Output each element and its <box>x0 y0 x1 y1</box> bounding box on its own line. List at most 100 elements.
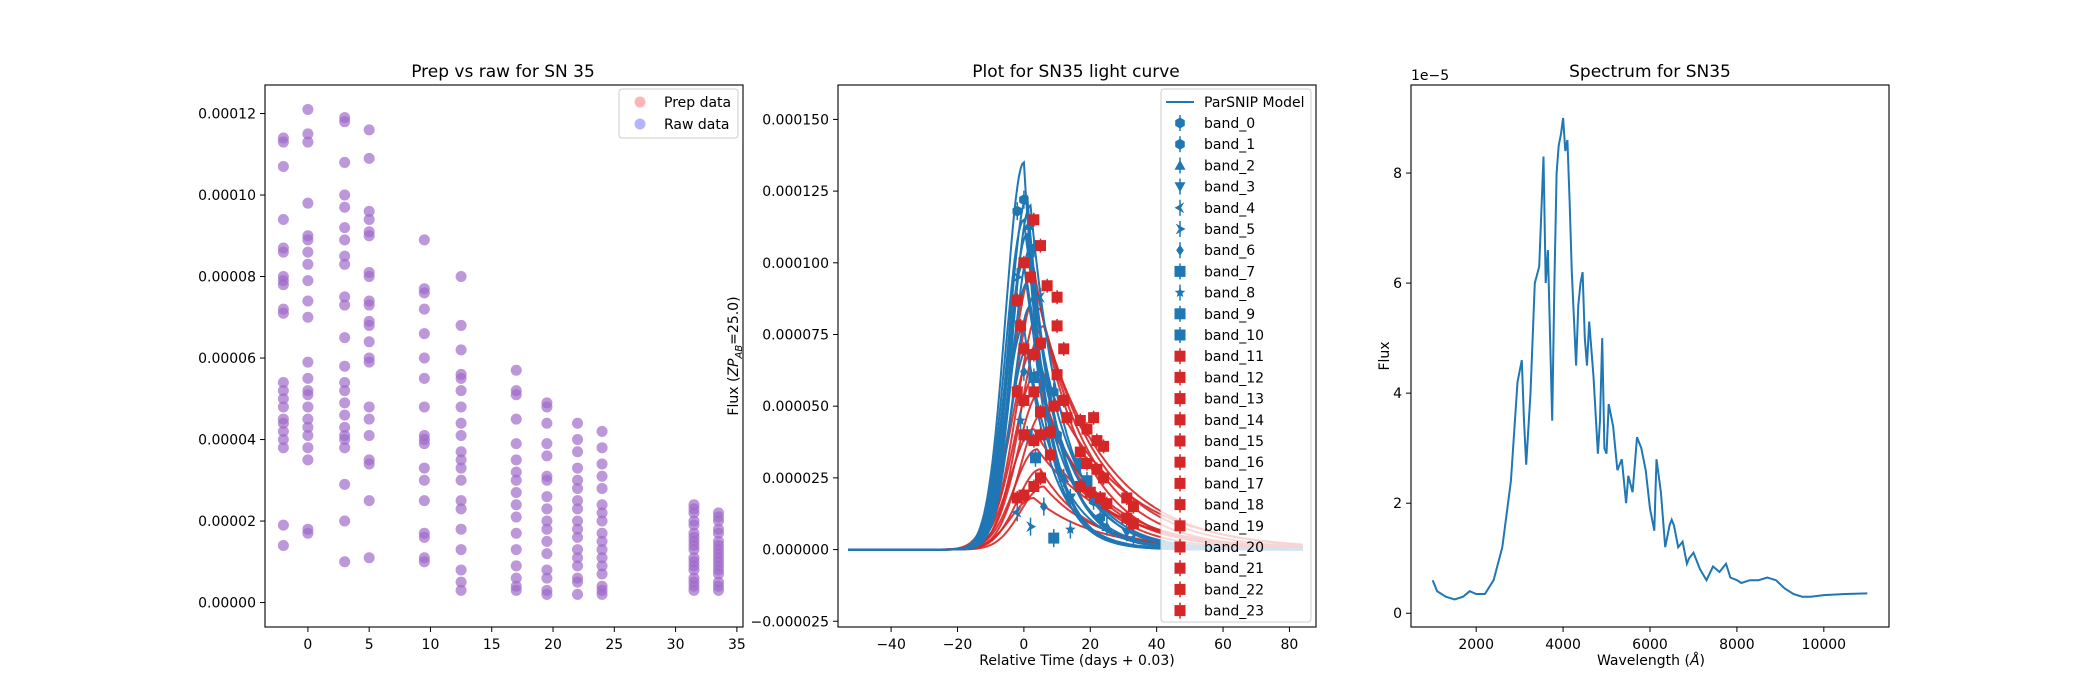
raw-point <box>455 564 467 576</box>
prep-point <box>572 552 584 564</box>
raw-point <box>510 454 522 466</box>
legend-label-band-22: band_22 <box>1204 582 1264 598</box>
prep-point <box>277 519 289 531</box>
prep-point <box>541 503 553 515</box>
prep-point <box>572 482 584 494</box>
raw-point <box>712 535 724 547</box>
prep-point <box>418 429 430 441</box>
raw-point <box>510 389 522 401</box>
raw-point <box>541 548 553 560</box>
raw-point <box>339 434 351 446</box>
y-offset-text: 1e−5 <box>1411 68 1449 84</box>
legend-marker-band-16 <box>1174 456 1186 468</box>
raw-point <box>277 271 289 283</box>
axes-frame <box>837 84 1317 628</box>
spectrum-line <box>1431 117 1868 601</box>
legend-label-band-20: band_20 <box>1204 540 1264 556</box>
chart-title: Spectrum for SN35 <box>1569 62 1731 82</box>
prep-point <box>712 535 724 547</box>
prep-point <box>455 319 467 331</box>
raw-point <box>688 560 700 572</box>
raw-point <box>712 511 724 523</box>
band-point-blue <box>1019 194 1029 206</box>
raw-point <box>688 531 700 543</box>
prep-point <box>596 568 608 580</box>
prep-point <box>712 580 724 592</box>
legend-marker-band-7 <box>1174 265 1186 277</box>
raw-point <box>688 527 700 539</box>
legend: ParSNIP Model band_0 band_1 band_2 band_3ba… <box>1160 88 1312 623</box>
legend-marker-band-15 <box>1174 435 1186 447</box>
raw-point <box>363 152 375 164</box>
prep-point <box>712 552 724 564</box>
prep-point <box>363 413 375 425</box>
raw-point <box>277 519 289 531</box>
x-tick-label: 10000 <box>1802 637 1847 653</box>
prep-point <box>688 535 700 547</box>
y-tick-label: 6 <box>1393 276 1402 292</box>
prep-point <box>363 299 375 311</box>
raw-point <box>418 438 430 450</box>
y-tick-label: 0.000050 <box>762 399 829 415</box>
raw-point <box>596 535 608 547</box>
raw-point <box>510 466 522 478</box>
raw-point <box>277 307 289 319</box>
y-tick-label: 8 <box>1393 166 1402 182</box>
legend-marker-band-19 <box>1174 520 1186 532</box>
raw-point <box>302 372 314 384</box>
band-point-red <box>1101 498 1113 510</box>
raw-point <box>339 409 351 421</box>
raw-point <box>455 576 467 588</box>
prep-point <box>455 544 467 556</box>
raw-point <box>688 503 700 515</box>
prep-point <box>596 482 608 494</box>
prep-point <box>418 328 430 340</box>
prep-point <box>277 161 289 173</box>
prep-point <box>277 413 289 425</box>
prep-point <box>277 539 289 551</box>
prep-point <box>418 495 430 507</box>
prep-point <box>418 352 430 364</box>
prep-point <box>596 515 608 527</box>
raw-point <box>302 197 314 209</box>
raw-point <box>277 279 289 291</box>
x-tick-label: 10 <box>422 637 440 653</box>
prep-point <box>455 503 467 515</box>
prep-point <box>339 442 351 454</box>
prep-point <box>455 368 467 380</box>
band-point-red <box>1058 394 1070 406</box>
x-ticks: −40 −20 0 20 40 60 80 <box>876 627 1298 653</box>
prep-point <box>688 503 700 515</box>
legend-marker-band-13 <box>1174 393 1186 405</box>
raw-point <box>302 442 314 454</box>
raw-point <box>363 552 375 564</box>
raw-point <box>455 417 467 429</box>
raw-point <box>277 385 289 397</box>
raw-point <box>572 503 584 515</box>
raw-point <box>596 584 608 596</box>
prep-point <box>572 495 584 507</box>
raw-point <box>688 556 700 568</box>
prep-point <box>688 527 700 539</box>
raw-point <box>339 478 351 490</box>
raw-point <box>455 462 467 474</box>
raw-point <box>363 271 375 283</box>
axes-frame <box>1410 84 1890 628</box>
prep-point <box>302 246 314 258</box>
raw-point <box>339 156 351 168</box>
band-point-blue <box>1030 452 1042 464</box>
raw-point <box>510 438 522 450</box>
prep-point <box>277 385 289 397</box>
x-tick-label: 5 <box>365 637 374 653</box>
prep-point <box>455 564 467 576</box>
legend-label-band-5: band_5 <box>1204 222 1255 238</box>
axes-frame <box>264 84 744 628</box>
x-tick-label: 4000 <box>1545 637 1581 653</box>
prep-point <box>418 401 430 413</box>
raw-point <box>418 328 430 340</box>
raw-point <box>363 336 375 348</box>
raw-point <box>302 103 314 115</box>
prep-point <box>339 112 351 124</box>
y-tick-label: 0.00000 <box>198 596 256 612</box>
prep-point <box>277 275 289 287</box>
